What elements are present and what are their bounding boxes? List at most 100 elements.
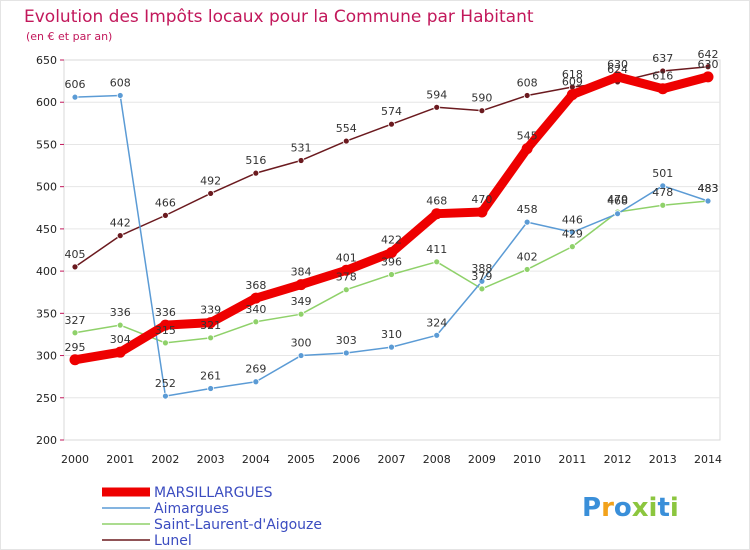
data-label-saint-laurent-d-aigouze: 336 [110,306,131,319]
data-label-saint-laurent-d-aigouze: 327 [65,314,86,327]
point-saint-laurent-d-aigouze [342,286,350,294]
logo-letter: o [614,493,632,523]
data-label-saint-laurent-d-aigouze: 340 [245,303,266,316]
point-saint-laurent-d-aigouze [207,334,215,342]
point-aimargues [433,331,441,339]
data-label-aimargues: 608 [110,76,131,89]
point-lunel [116,232,124,240]
y-tick-label: 500 [36,181,57,194]
point-marsillargues [566,89,578,101]
point-saint-laurent-d-aigouze [252,318,260,326]
data-label-marsillargues: 401 [336,251,357,264]
x-tick-label: 2011 [558,453,586,466]
proxiti-logo: Proxiti [582,493,679,523]
y-tick-label: 350 [36,307,57,320]
point-lunel [523,92,531,99]
data-label-lunel: 466 [155,196,176,209]
logo-letter: r [601,493,614,523]
data-label-marsillargues: 616 [652,70,673,83]
chart-title: Evolution des Impôts locaux pour la Comm… [24,7,534,27]
data-label-saint-laurent-d-aigouze: 379 [471,270,492,283]
point-marsillargues [612,71,624,83]
data-label-saint-laurent-d-aigouze: 378 [336,271,357,284]
point-saint-laurent-d-aigouze [297,310,305,318]
point-aimargues [388,343,395,351]
x-tick-label: 2012 [604,453,632,466]
data-label-lunel: 442 [110,217,131,230]
data-label-lunel: 405 [65,248,86,261]
point-saint-laurent-d-aigouze [433,258,441,266]
x-tick-label: 2000 [61,453,89,466]
data-label-aimargues: 388 [471,262,492,275]
point-lunel [478,107,486,115]
data-label-marsillargues: 336 [155,306,176,319]
data-label-marsillargues: 304 [110,333,131,346]
data-label-marsillargues: 422 [381,234,402,247]
x-tick-label: 2007 [378,453,406,466]
data-label-marsillargues: 468 [426,195,447,208]
point-lunel [162,211,169,219]
data-label-lunel: 624 [607,63,628,76]
data-label-lunel: 608 [517,76,538,89]
point-marsillargues [295,279,307,291]
data-label-aimargues: 300 [291,337,312,350]
logo-letter: x [632,493,649,523]
point-saint-laurent-d-aigouze [568,243,576,251]
legend-label-marsillargues: MARSILLARGUES [154,485,273,501]
x-tick-label: 2004 [242,453,270,466]
point-lunel [388,120,395,128]
data-label-marsillargues: 384 [291,266,312,279]
data-label-lunel: 590 [471,92,492,105]
x-tick-label: 2002 [151,453,179,466]
point-aimargues [252,378,260,386]
point-lunel [433,103,441,111]
point-lunel [659,67,667,75]
point-lunel [704,63,712,71]
data-label-aimargues: 324 [426,316,447,329]
point-aimargues [297,352,305,359]
x-tick-label: 2010 [513,453,541,466]
point-lunel [342,137,350,145]
data-label-saint-laurent-d-aigouze: 396 [381,255,402,268]
data-label-aimargues: 501 [652,167,673,180]
point-aimargues [207,385,215,392]
y-tick-label: 300 [36,350,57,363]
logo-letter: t [657,493,669,523]
data-label-aimargues: 468 [607,195,628,208]
data-label-aimargues: 483 [698,182,719,195]
data-label-saint-laurent-d-aigouze: 478 [652,186,673,199]
data-label-lunel: 637 [652,52,673,65]
point-marsillargues [431,208,443,220]
legend-label-saint-laurent-d-aigouze: Saint-Laurent-d'Aigouze [154,517,322,533]
data-label-marsillargues: 609 [562,76,583,89]
y-tick-label: 550 [36,138,57,151]
point-aimargues [704,197,712,205]
data-label-lunel: 516 [245,154,266,167]
x-tick-label: 2006 [332,453,360,466]
data-label-aimargues: 261 [200,369,221,382]
legend-label-lunel: Lunel [154,533,192,549]
data-label-lunel: 554 [336,122,357,135]
x-tick-label: 2005 [287,453,315,466]
data-label-lunel: 642 [698,48,719,61]
x-tick-label: 2013 [649,453,677,466]
data-label-marsillargues: 368 [245,279,266,292]
data-label-aimargues: 310 [381,328,402,341]
x-tick-label: 2001 [106,453,134,466]
point-lunel [207,190,215,197]
point-marsillargues [340,264,352,276]
data-label-saint-laurent-d-aigouze: 315 [155,324,176,337]
data-label-aimargues: 458 [517,203,538,216]
point-aimargues [614,210,621,218]
logo-letter: i [670,493,679,523]
data-label-aimargues: 252 [155,377,176,390]
x-tick-label: 2009 [468,453,496,466]
legend: MARSILLARGUESAimarguesSaint-Laurent-d'Ai… [102,485,322,549]
y-tick-label: 650 [36,54,57,67]
point-marsillargues [657,83,669,95]
data-label-lunel: 531 [291,141,312,154]
point-marsillargues [702,71,714,83]
point-marsillargues [114,346,126,358]
point-saint-laurent-d-aigouze [478,285,486,293]
